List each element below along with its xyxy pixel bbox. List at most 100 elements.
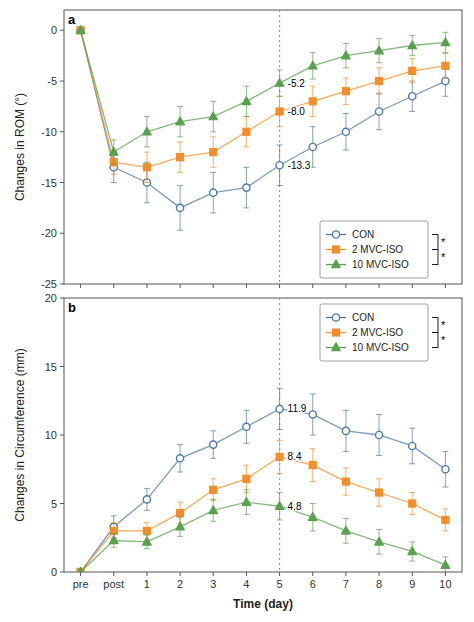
error-bar: [310, 86, 316, 116]
plot-frame: [64, 298, 462, 572]
y-tick-label: 0: [51, 566, 57, 578]
data-point: [243, 423, 250, 430]
data-point: [308, 61, 317, 69]
data-point: [375, 537, 384, 545]
x-tick-label: 9: [409, 578, 415, 590]
error-bar: [310, 449, 316, 482]
error-bar: [310, 394, 316, 435]
data-point: [409, 93, 416, 100]
panel-label: a: [68, 12, 76, 27]
y-tick-label: 5: [51, 498, 57, 510]
x-tick: [345, 284, 346, 288]
annotation: -5.2: [288, 78, 306, 89]
chart-root: 0-5-10-15-20-25Changes in ROM (°)-13.3-8…: [0, 0, 474, 622]
x-tick: [312, 572, 313, 576]
data-point: [442, 77, 449, 84]
data-point: [210, 149, 217, 156]
data-point: [376, 489, 383, 496]
legend-box: [320, 221, 428, 278]
y-tick: [60, 284, 64, 285]
data-point: [143, 127, 152, 135]
annotation: -8.0: [288, 106, 306, 117]
data-point: [176, 455, 183, 462]
series-line: [81, 502, 446, 572]
x-tick: [113, 284, 114, 288]
x-tick-label: 5: [277, 578, 283, 590]
series: [77, 440, 449, 572]
x-tick-label: 2: [177, 578, 183, 590]
error-bar: [343, 468, 349, 495]
data-point: [76, 26, 85, 34]
significance-bracket: [432, 318, 438, 333]
y-tick: [60, 298, 64, 299]
error-bar: [144, 152, 150, 182]
legend-box: [320, 304, 428, 361]
x-tick: [345, 572, 346, 576]
annotation: -13.3: [288, 160, 311, 171]
y-tick: [60, 30, 64, 31]
significance-label: *: [441, 334, 446, 346]
series: [77, 27, 449, 231]
data-point: [442, 466, 449, 473]
data-point: [408, 547, 417, 555]
series-line: [81, 457, 446, 572]
legend-entry: CON: [352, 229, 374, 240]
data-point: [309, 411, 316, 418]
data-point: [375, 431, 382, 438]
data-point: [442, 62, 449, 69]
series: [76, 26, 449, 165]
series-line: [81, 30, 446, 152]
error-bar: [177, 186, 183, 231]
legend-swatch-marker: [332, 343, 341, 351]
x-tick-label: 10: [439, 578, 451, 590]
y-tick-label: -15: [41, 177, 57, 189]
data-point: [408, 41, 417, 49]
error-bar: [243, 167, 249, 208]
x-tick: [379, 572, 380, 576]
data-point: [342, 526, 351, 534]
data-point: [342, 478, 349, 485]
data-point: [275, 502, 284, 510]
x-tick: [80, 572, 81, 576]
data-point: [409, 500, 416, 507]
legend-entry: CON: [352, 312, 374, 323]
x-tick: [180, 572, 181, 576]
legend-swatch-marker: [333, 246, 340, 253]
panel: 05101520prepost12345678910Changes in Cir…: [13, 292, 462, 611]
x-tick: [279, 284, 280, 288]
data-point: [209, 506, 218, 514]
x-tick: [445, 572, 446, 576]
error-bar: [210, 172, 216, 213]
data-point: [109, 536, 118, 544]
series-line: [81, 30, 446, 167]
data-point: [409, 67, 416, 74]
significance-bracket: [432, 235, 438, 250]
significance-label: *: [441, 251, 446, 263]
panel-label: b: [68, 300, 76, 315]
data-point: [177, 154, 184, 161]
data-point: [210, 486, 217, 493]
legend-swatch-marker: [333, 329, 340, 336]
x-tick-label: 7: [343, 578, 349, 590]
plot-frame: [64, 10, 462, 284]
data-point: [177, 510, 184, 517]
x-tick: [246, 284, 247, 288]
error-bar: [210, 479, 216, 501]
significance-bracket: [432, 333, 438, 348]
data-point: [342, 88, 349, 95]
data-point: [143, 164, 150, 171]
data-point: [210, 441, 217, 448]
error-bar: [409, 59, 415, 83]
data-point: [176, 117, 185, 125]
series-line: [81, 30, 446, 208]
error-bar: [442, 54, 448, 78]
error-bar: [376, 93, 382, 130]
data-point: [243, 184, 250, 191]
y-tick: [60, 435, 64, 436]
legend-swatch-marker: [332, 231, 339, 238]
error-bar: [243, 117, 249, 147]
x-axis-label: Time (day): [233, 597, 293, 611]
y-tick-label: -20: [41, 227, 57, 239]
significance-bracket: [432, 250, 438, 265]
x-tick: [312, 284, 313, 288]
